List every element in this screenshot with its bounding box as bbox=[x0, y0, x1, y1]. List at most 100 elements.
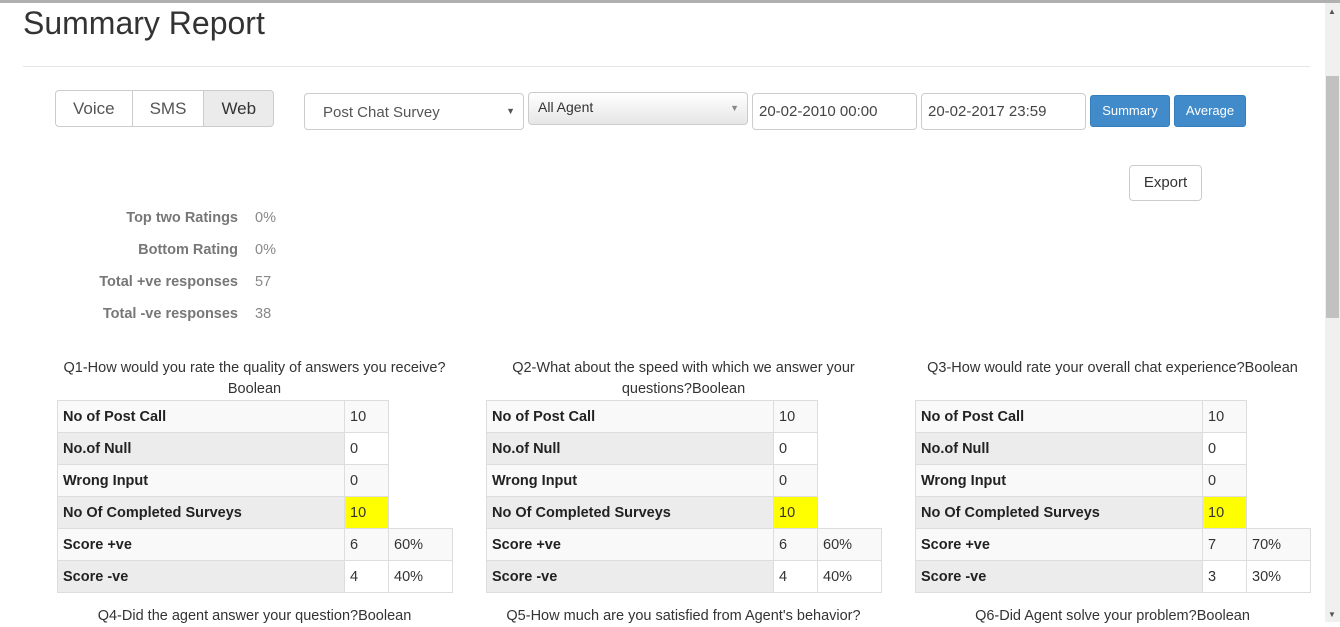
question-table: No of Post Call 10 No.of Null 0 Wrong Inpu… bbox=[57, 400, 453, 593]
table-row: Score -ve 4 40% bbox=[57, 560, 453, 593]
to-date-input[interactable]: 20-02-2017 23:59 bbox=[921, 93, 1086, 130]
row-percent: 40% bbox=[388, 560, 453, 593]
row-label: Score +ve bbox=[57, 528, 345, 561]
page-title: Summary Report bbox=[23, 5, 265, 41]
row-label: No of Post Call bbox=[57, 400, 345, 433]
table-row: No of Post Call 10 bbox=[57, 400, 453, 433]
table-row: No Of Completed Surveys 10 bbox=[486, 496, 882, 529]
question-table: No of Post Call 10 No.of Null 0 Wrong Inpu… bbox=[486, 400, 882, 593]
table-row: No of Post Call 10 bbox=[915, 400, 1311, 433]
row-label: Score +ve bbox=[915, 528, 1203, 561]
empty-cell bbox=[388, 496, 453, 529]
summary-button[interactable]: Summary bbox=[1090, 95, 1170, 127]
stat-value: 38 bbox=[255, 306, 272, 322]
stat-label: Total -ve responses bbox=[102, 306, 238, 322]
table-row: Score +ve 7 70% bbox=[915, 528, 1311, 561]
export-button[interactable]: Export bbox=[1129, 165, 1202, 201]
empty-cell bbox=[1246, 432, 1311, 465]
scroll-up-icon[interactable]: ▲ bbox=[1328, 7, 1336, 16]
row-value: 3 bbox=[1202, 560, 1247, 593]
empty-cell bbox=[817, 432, 882, 465]
row-label: Wrong Input bbox=[486, 464, 774, 497]
agent-select-value: All Agent bbox=[538, 99, 594, 115]
empty-cell bbox=[1246, 464, 1311, 497]
chevron-down-icon: ▼ bbox=[506, 106, 515, 116]
empty-cell bbox=[817, 400, 882, 433]
table-row: Score +ve 6 60% bbox=[486, 528, 882, 561]
table-row: Wrong Input 0 bbox=[57, 464, 453, 497]
row-value: 10 bbox=[1202, 496, 1247, 529]
row-label: Score -ve bbox=[486, 560, 774, 593]
table-row: Score -ve 4 40% bbox=[486, 560, 882, 593]
average-button[interactable]: Average bbox=[1174, 95, 1246, 127]
table-row: No Of Completed Surveys 10 bbox=[915, 496, 1311, 529]
question-title: Q1-How would you rate the quality of ans… bbox=[63, 360, 446, 397]
stat-value: 57 bbox=[255, 274, 272, 290]
row-value: 0 bbox=[1202, 432, 1247, 465]
empty-cell bbox=[1246, 400, 1311, 433]
row-value: 10 bbox=[1202, 400, 1247, 433]
table-row: No.of Null 0 bbox=[915, 432, 1311, 465]
row-percent: 40% bbox=[817, 560, 882, 593]
empty-cell bbox=[817, 464, 882, 497]
row-value: 4 bbox=[773, 560, 818, 593]
chevron-down-icon: ▼ bbox=[730, 103, 739, 113]
question-title: Q4-Did the agent answer your question?Bo… bbox=[97, 608, 412, 624]
row-value: 0 bbox=[344, 432, 389, 465]
stat-label: Bottom Rating bbox=[138, 242, 238, 258]
table-row: No.of Null 0 bbox=[57, 432, 453, 465]
row-value: 0 bbox=[344, 464, 389, 497]
row-value: 0 bbox=[773, 432, 818, 465]
row-label: No Of Completed Surveys bbox=[57, 496, 345, 529]
row-value: 6 bbox=[344, 528, 389, 561]
row-percent: 70% bbox=[1246, 528, 1311, 561]
question-title: Q2-What about the speed with which we an… bbox=[512, 360, 855, 397]
row-value: 4 bbox=[344, 560, 389, 593]
row-value: 10 bbox=[344, 496, 389, 529]
row-value: 10 bbox=[773, 496, 818, 529]
web-tab[interactable]: Web bbox=[203, 90, 275, 127]
agent-select[interactable]: All Agent ▼ bbox=[528, 92, 748, 125]
stat-label: Total +ve responses bbox=[99, 274, 238, 290]
row-value: 6 bbox=[773, 528, 818, 561]
row-percent: 60% bbox=[388, 528, 453, 561]
row-label: Score -ve bbox=[915, 560, 1203, 593]
question-title: Q6-Did Agent solve your problem?Boolean bbox=[975, 608, 1250, 624]
table-row: No Of Completed Surveys 10 bbox=[57, 496, 453, 529]
stat-label: Top two Ratings bbox=[126, 210, 238, 226]
table-row: No of Post Call 10 bbox=[486, 400, 882, 433]
table-row: Score -ve 3 30% bbox=[915, 560, 1311, 593]
voice-tab[interactable]: Voice bbox=[55, 90, 133, 127]
row-label: No Of Completed Surveys bbox=[915, 496, 1203, 529]
empty-cell bbox=[1246, 496, 1311, 529]
row-label: Score +ve bbox=[486, 528, 774, 561]
row-label: No.of Null bbox=[57, 432, 345, 465]
row-label: Score -ve bbox=[57, 560, 345, 593]
scrollbar-thumb[interactable] bbox=[1326, 76, 1339, 318]
table-row: Wrong Input 0 bbox=[486, 464, 882, 497]
sms-tab[interactable]: SMS bbox=[131, 90, 205, 127]
row-label: No.of Null bbox=[486, 432, 774, 465]
row-value: 7 bbox=[1202, 528, 1247, 561]
table-row: Wrong Input 0 bbox=[915, 464, 1311, 497]
row-value: 0 bbox=[773, 464, 818, 497]
table-row: Score +ve 6 60% bbox=[57, 528, 453, 561]
stat-value: 0% bbox=[255, 210, 276, 226]
row-percent: 60% bbox=[817, 528, 882, 561]
row-value: 10 bbox=[344, 400, 389, 433]
row-value: 10 bbox=[773, 400, 818, 433]
question-table: No of Post Call 10 No.of Null 0 Wrong Inpu… bbox=[915, 400, 1311, 593]
survey-select-value: Post Chat Survey bbox=[323, 104, 440, 121]
row-label: Wrong Input bbox=[57, 464, 345, 497]
empty-cell bbox=[388, 432, 453, 465]
empty-cell bbox=[817, 496, 882, 529]
row-label: No.of Null bbox=[915, 432, 1203, 465]
row-percent: 30% bbox=[1246, 560, 1311, 593]
row-label: Wrong Input bbox=[915, 464, 1203, 497]
row-label: No Of Completed Surveys bbox=[486, 496, 774, 529]
table-row: No.of Null 0 bbox=[486, 432, 882, 465]
scroll-down-icon[interactable]: ▼ bbox=[1328, 610, 1336, 619]
question-title: Q3-How would rate your overall chat expe… bbox=[927, 360, 1298, 376]
survey-select[interactable]: Post Chat Survey ▼ bbox=[304, 93, 524, 130]
from-date-input[interactable]: 20-02-2010 00:00 bbox=[752, 93, 917, 130]
